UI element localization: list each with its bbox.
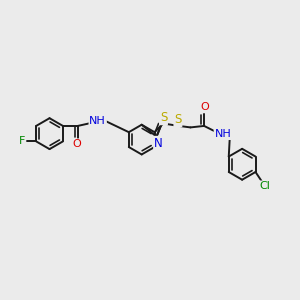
Text: NH: NH xyxy=(214,129,231,139)
Text: S: S xyxy=(160,111,167,124)
Text: NH: NH xyxy=(89,116,106,126)
Text: O: O xyxy=(200,103,209,112)
Text: F: F xyxy=(19,136,25,146)
Text: O: O xyxy=(73,140,82,149)
Text: Cl: Cl xyxy=(259,181,270,191)
Text: N: N xyxy=(154,137,163,150)
Text: S: S xyxy=(174,113,182,126)
